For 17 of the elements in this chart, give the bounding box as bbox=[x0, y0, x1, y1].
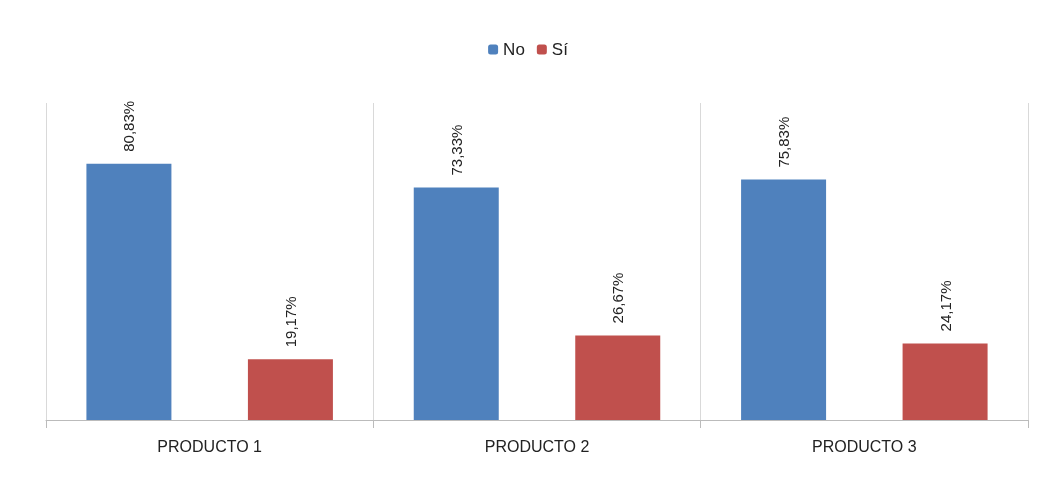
legend-label: No bbox=[503, 40, 525, 59]
data-label: 75,83% bbox=[775, 116, 793, 168]
data-label: 19,17% bbox=[281, 296, 299, 348]
bar bbox=[902, 343, 988, 420]
x-tick-label: PRODUCTO 1 bbox=[157, 437, 263, 455]
bar bbox=[575, 335, 661, 420]
x-tick-label: PRODUCTO 2 bbox=[484, 437, 590, 455]
data-label: 26,67% bbox=[609, 272, 627, 324]
legend-label: Sí bbox=[551, 40, 569, 59]
data-label: 80,83% bbox=[120, 100, 138, 152]
bar bbox=[741, 179, 827, 420]
data-label: 24,17% bbox=[936, 280, 954, 332]
bar bbox=[86, 163, 172, 420]
bar bbox=[413, 187, 499, 420]
x-tick-label: PRODUCTO 3 bbox=[812, 437, 917, 455]
data-label: 73,33% bbox=[447, 124, 465, 176]
bar bbox=[247, 359, 333, 420]
